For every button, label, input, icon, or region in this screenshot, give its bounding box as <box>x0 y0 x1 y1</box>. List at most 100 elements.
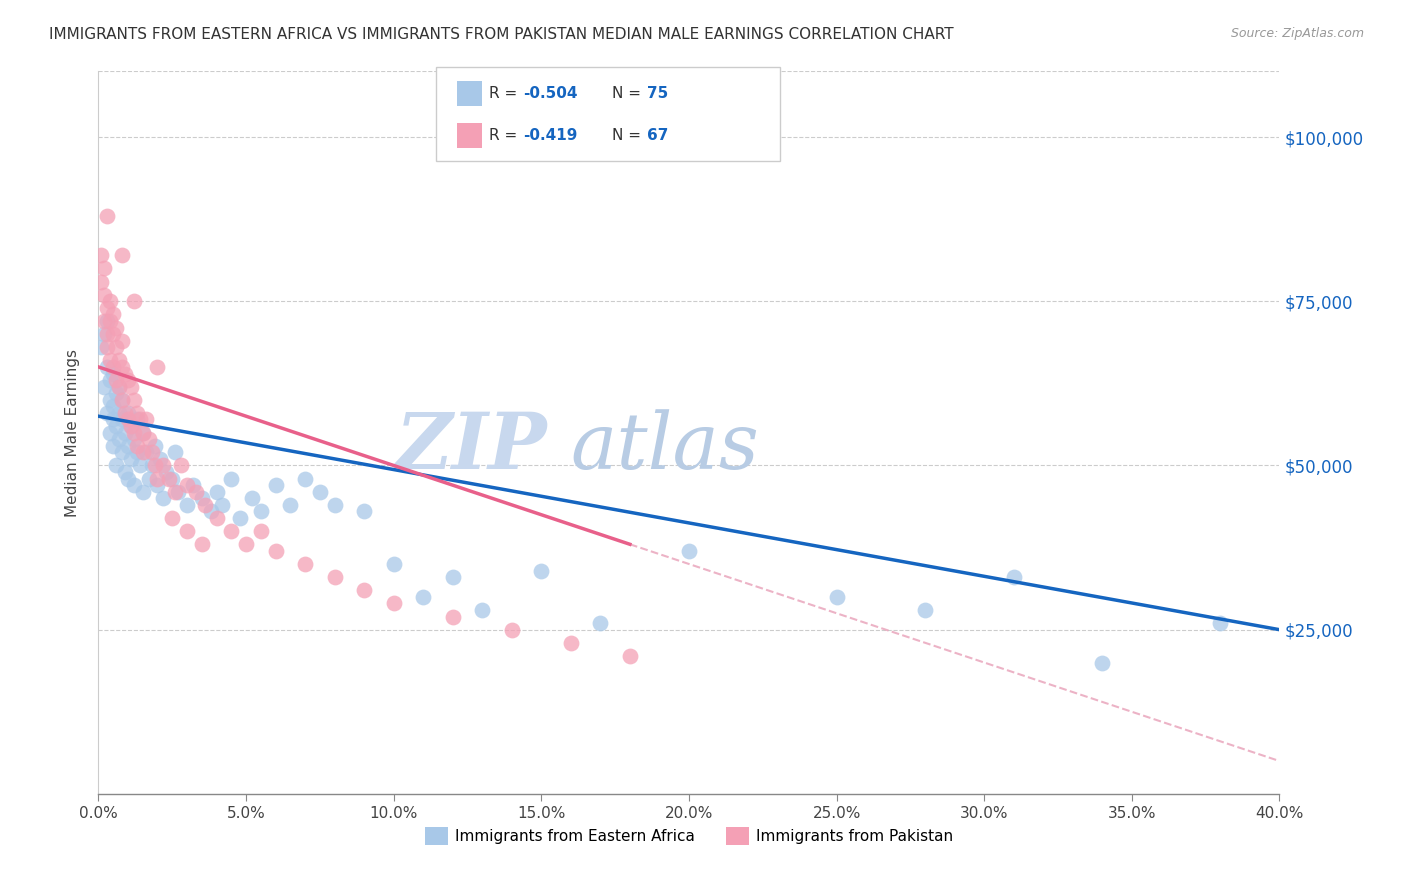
Text: 75: 75 <box>647 86 668 101</box>
Point <box>146 472 169 486</box>
Point <box>205 484 228 499</box>
Point <box>825 590 848 604</box>
Point <box>162 511 183 525</box>
Point <box>264 478 287 492</box>
Text: -0.504: -0.504 <box>523 86 578 101</box>
Text: N =: N = <box>612 86 645 101</box>
Point <box>471 603 494 617</box>
Point <box>103 367 125 381</box>
Text: IMMIGRANTS FROM EASTERN AFRICA VS IMMIGRANTS FROM PAKISTAN MEDIAN MALE EARNINGS : IMMIGRANTS FROM EASTERN AFRICA VS IMMIGR… <box>49 27 953 42</box>
Point <box>114 406 136 420</box>
Point <box>117 406 139 420</box>
Point <box>143 458 166 473</box>
Point <box>382 557 405 571</box>
Text: R =: R = <box>489 86 523 101</box>
Point <box>98 425 121 440</box>
Point <box>162 472 183 486</box>
Point <box>229 511 252 525</box>
Point <box>98 392 121 407</box>
Point <box>93 287 115 301</box>
Point <box>1209 616 1232 631</box>
Point <box>120 451 142 466</box>
Point <box>93 327 115 342</box>
Point <box>108 379 131 393</box>
Point <box>141 458 163 473</box>
Point <box>96 314 118 328</box>
Point <box>128 458 150 473</box>
Text: -0.419: -0.419 <box>523 128 578 144</box>
Point <box>152 458 174 473</box>
Point <box>155 465 177 479</box>
Point <box>125 445 148 459</box>
Point <box>194 498 217 512</box>
Point <box>105 419 128 434</box>
Point <box>135 412 157 426</box>
Point <box>589 616 612 631</box>
Point <box>167 484 190 499</box>
Point <box>176 524 198 538</box>
Point <box>90 248 112 262</box>
Point <box>103 359 125 374</box>
Point <box>108 406 131 420</box>
Point <box>96 301 118 315</box>
Point <box>117 439 139 453</box>
Text: atlas: atlas <box>571 409 759 485</box>
Point <box>530 564 553 578</box>
Point <box>90 340 112 354</box>
Point <box>132 484 155 499</box>
Point <box>114 425 136 440</box>
Text: ZIP: ZIP <box>395 409 547 485</box>
Point <box>165 484 187 499</box>
Point <box>111 392 134 407</box>
Point <box>280 498 302 512</box>
Point <box>125 406 148 420</box>
Point <box>122 425 145 440</box>
Point <box>191 491 214 506</box>
Point <box>181 478 204 492</box>
Point <box>678 544 700 558</box>
Point <box>105 340 128 354</box>
Point <box>103 439 125 453</box>
Point <box>93 314 115 328</box>
Y-axis label: Median Male Earnings: Median Male Earnings <box>65 349 80 516</box>
Point <box>412 590 434 604</box>
Point <box>240 491 263 506</box>
Point <box>96 406 118 420</box>
Point <box>105 373 128 387</box>
Point <box>132 425 155 440</box>
Point <box>309 484 332 499</box>
Point <box>157 472 180 486</box>
Point <box>152 491 174 506</box>
Point <box>146 359 169 374</box>
Point <box>108 379 131 393</box>
Point <box>114 465 136 479</box>
Point <box>250 504 273 518</box>
Text: R =: R = <box>489 128 523 144</box>
Point <box>117 373 139 387</box>
Point <box>184 484 207 499</box>
Point <box>105 320 128 334</box>
Point <box>111 392 134 407</box>
Point <box>211 498 233 512</box>
Point <box>353 504 375 518</box>
Point <box>111 412 134 426</box>
Point <box>117 472 139 486</box>
Point <box>108 432 131 446</box>
Point <box>96 209 118 223</box>
Point <box>111 334 134 348</box>
Point <box>323 570 346 584</box>
Legend: Immigrants from Eastern Africa, Immigrants from Pakistan: Immigrants from Eastern Africa, Immigran… <box>419 821 959 851</box>
Point <box>170 458 193 473</box>
Point <box>205 511 228 525</box>
Point <box>120 419 142 434</box>
Point <box>176 498 198 512</box>
Point <box>125 412 148 426</box>
Point <box>441 570 464 584</box>
Point <box>914 603 936 617</box>
Point <box>294 472 316 486</box>
Point <box>264 544 287 558</box>
Point <box>125 439 148 453</box>
Point <box>138 432 160 446</box>
Point <box>114 367 136 381</box>
Point <box>103 307 125 321</box>
